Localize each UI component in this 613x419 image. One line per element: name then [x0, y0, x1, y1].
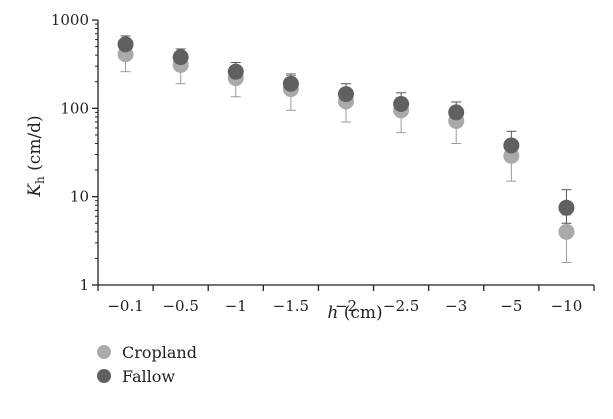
- point-fallow: [282, 75, 299, 92]
- x-tick-label: −1.5: [273, 297, 309, 315]
- point-fallow: [227, 63, 244, 80]
- x-tick-label: −0.1: [107, 297, 143, 315]
- x-axis-title: h (cm): [327, 303, 382, 323]
- x-tick-label: −2.5: [383, 297, 419, 315]
- point-fallow: [448, 104, 465, 121]
- legend-label-cropland: Cropland: [122, 343, 197, 362]
- y-tick-label: 10: [70, 188, 89, 206]
- plot-area: 1 10 100 1000 −0.1 −0.5 −1 −1.5 −2 −2.5 −3 −5 −10: [51, 11, 595, 315]
- legend: Cropland Fallow: [97, 343, 197, 386]
- x-tick-label: −3: [445, 297, 467, 315]
- y-tick-label: 1000: [51, 11, 89, 29]
- point-fallow: [117, 36, 134, 53]
- point-fallow: [338, 86, 354, 103]
- x-tick-label: −0.5: [162, 297, 198, 315]
- y-axis-title: Kh (cm/d): [25, 115, 47, 197]
- y-tick-label: 100: [60, 99, 89, 117]
- legend-marker-fallow: [97, 369, 111, 383]
- x-tick-label: −2: [335, 297, 357, 315]
- point-cropland: [558, 223, 575, 240]
- legend-marker-cropland: [97, 345, 111, 359]
- point-fallow: [172, 49, 189, 66]
- point-fallow: [503, 137, 520, 154]
- legend-label-fallow: Fallow: [122, 367, 175, 386]
- x-tick-label: −10: [551, 297, 583, 315]
- point-fallow: [558, 199, 575, 216]
- x-tick-label: −5: [500, 297, 522, 315]
- x-tick-label: −1: [225, 297, 247, 315]
- y-tick-label: 1: [79, 276, 89, 294]
- point-fallow: [393, 95, 410, 112]
